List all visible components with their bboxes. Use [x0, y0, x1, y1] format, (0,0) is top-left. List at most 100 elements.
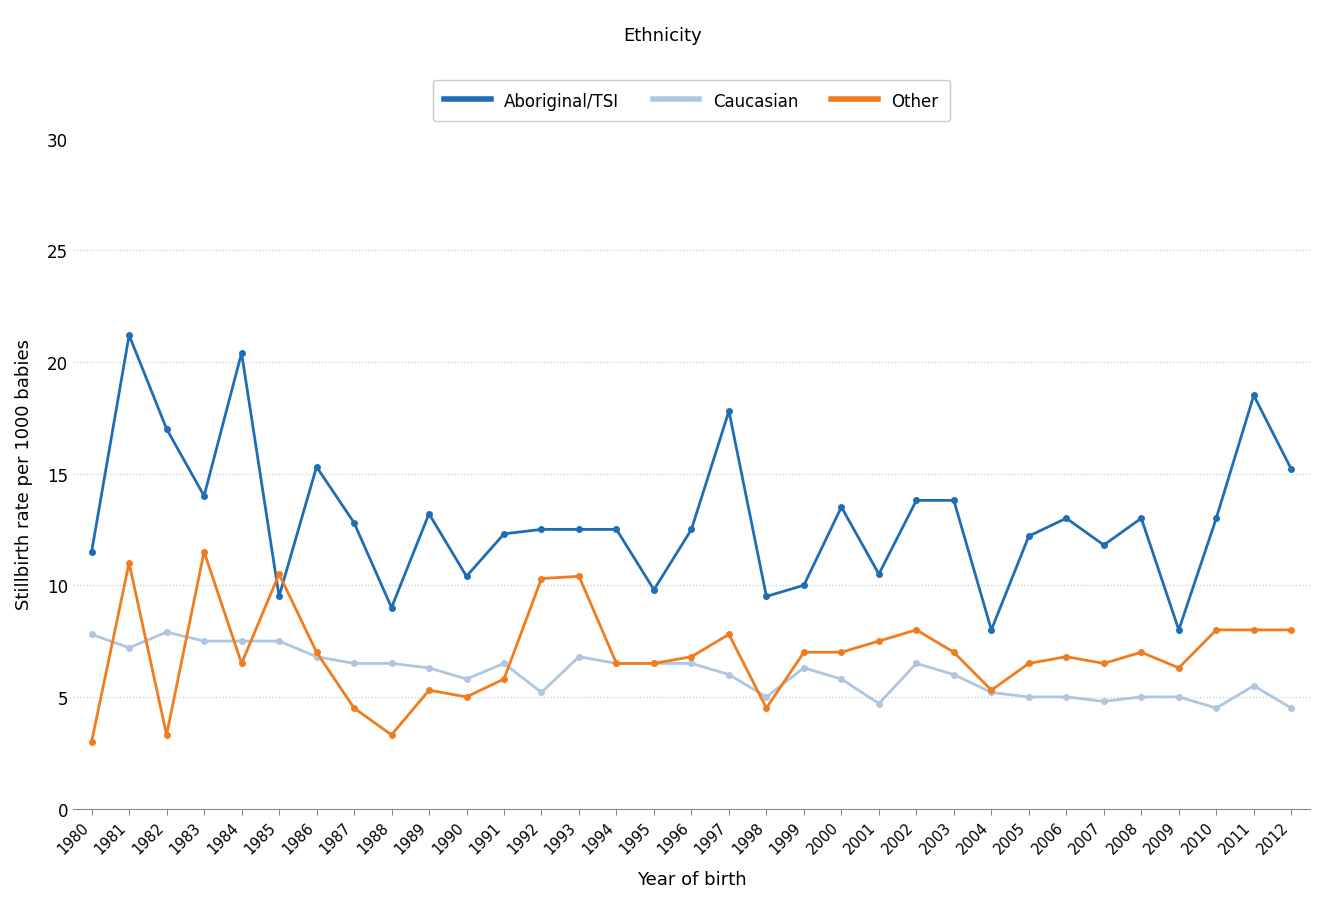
- Aboriginal/TSI: [909, 496, 925, 507]
- Aboriginal/TSI: [421, 508, 437, 519]
- Aboriginal/TSI: [1208, 513, 1224, 524]
- Other: [121, 558, 136, 569]
- Caucasian: [946, 669, 962, 680]
- Aboriginal/TSI: [758, 591, 774, 602]
- Line: Aboriginal/TSI: Aboriginal/TSI: [89, 333, 1295, 633]
- Aboriginal/TSI: [983, 625, 999, 636]
- Aboriginal/TSI: [1284, 464, 1300, 475]
- Other: [272, 569, 288, 580]
- Other: [721, 629, 737, 640]
- Caucasian: [1133, 692, 1149, 703]
- Aboriginal/TSI: [233, 349, 249, 359]
- Caucasian: [796, 663, 812, 674]
- Aboriginal/TSI: [309, 462, 325, 473]
- Other: [1284, 625, 1300, 636]
- Other: [684, 652, 700, 663]
- Other: [946, 647, 962, 658]
- Caucasian: [421, 663, 437, 674]
- Aboriginal/TSI: [196, 491, 212, 502]
- Other: [796, 647, 812, 658]
- Aboriginal/TSI: [608, 525, 624, 535]
- Caucasian: [121, 643, 136, 654]
- Caucasian: [1208, 703, 1224, 713]
- Other: [1246, 625, 1261, 636]
- Aboriginal/TSI: [571, 525, 587, 535]
- Aboriginal/TSI: [121, 330, 136, 341]
- Caucasian: [1171, 692, 1187, 703]
- Aboriginal/TSI: [458, 572, 474, 582]
- Other: [383, 730, 399, 740]
- Other: [647, 658, 662, 669]
- Caucasian: [272, 636, 288, 647]
- Other: [1096, 658, 1112, 669]
- Y-axis label: Stillbirth rate per 1000 babies: Stillbirth rate per 1000 babies: [15, 339, 33, 610]
- Aboriginal/TSI: [721, 406, 737, 417]
- Other: [608, 658, 624, 669]
- Caucasian: [159, 627, 175, 638]
- Caucasian: [1284, 703, 1300, 713]
- Caucasian: [383, 658, 399, 669]
- Caucasian: [758, 692, 774, 703]
- Other: [233, 658, 249, 669]
- Aboriginal/TSI: [496, 529, 511, 540]
- Aboriginal/TSI: [946, 496, 962, 507]
- Other: [83, 736, 99, 747]
- Line: Caucasian: Caucasian: [89, 629, 1295, 711]
- Caucasian: [1059, 692, 1075, 703]
- Aboriginal/TSI: [1059, 513, 1075, 524]
- Caucasian: [1096, 696, 1112, 707]
- Caucasian: [647, 658, 662, 669]
- Other: [909, 625, 925, 636]
- Other: [833, 647, 849, 658]
- Caucasian: [833, 674, 849, 684]
- Other: [1208, 625, 1224, 636]
- Caucasian: [83, 629, 99, 640]
- Legend: Aboriginal/TSI, Caucasian, Other: Aboriginal/TSI, Caucasian, Other: [433, 80, 950, 122]
- Caucasian: [871, 698, 886, 709]
- Caucasian: [684, 658, 700, 669]
- Aboriginal/TSI: [272, 591, 288, 602]
- Text: Ethnicity: Ethnicity: [623, 27, 702, 45]
- Other: [309, 647, 325, 658]
- Caucasian: [496, 658, 511, 669]
- Caucasian: [233, 636, 249, 647]
- Other: [421, 685, 437, 696]
- Other: [758, 703, 774, 713]
- Caucasian: [458, 674, 474, 684]
- Other: [496, 674, 511, 684]
- Aboriginal/TSI: [684, 525, 700, 535]
- Other: [1059, 652, 1075, 663]
- Other: [871, 636, 886, 647]
- Aboriginal/TSI: [1020, 531, 1036, 542]
- Other: [458, 692, 474, 703]
- Other: [1020, 658, 1036, 669]
- Aboriginal/TSI: [383, 602, 399, 613]
- Caucasian: [1246, 681, 1261, 692]
- Caucasian: [196, 636, 212, 647]
- Caucasian: [1020, 692, 1036, 703]
- Aboriginal/TSI: [1171, 625, 1187, 636]
- Aboriginal/TSI: [871, 569, 886, 580]
- Other: [534, 573, 550, 584]
- Other: [983, 685, 999, 696]
- Line: Other: Other: [89, 549, 1295, 744]
- Other: [346, 703, 362, 713]
- Caucasian: [571, 652, 587, 663]
- Caucasian: [608, 658, 624, 669]
- Caucasian: [983, 687, 999, 698]
- Aboriginal/TSI: [1096, 540, 1112, 551]
- Other: [1171, 663, 1187, 674]
- Aboriginal/TSI: [346, 517, 362, 528]
- Aboriginal/TSI: [83, 546, 99, 557]
- Aboriginal/TSI: [534, 525, 550, 535]
- Aboriginal/TSI: [1246, 390, 1261, 401]
- Aboriginal/TSI: [1133, 513, 1149, 524]
- Caucasian: [309, 652, 325, 663]
- Caucasian: [346, 658, 362, 669]
- Other: [159, 730, 175, 740]
- Aboriginal/TSI: [159, 424, 175, 435]
- Aboriginal/TSI: [833, 502, 849, 513]
- Other: [571, 572, 587, 582]
- Caucasian: [534, 687, 550, 698]
- Aboriginal/TSI: [796, 580, 812, 591]
